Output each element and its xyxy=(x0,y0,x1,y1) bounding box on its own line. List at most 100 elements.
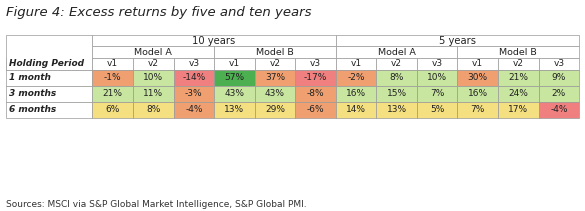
Bar xyxy=(336,35,579,46)
Text: v1: v1 xyxy=(229,59,240,68)
Text: 8%: 8% xyxy=(390,73,404,82)
Text: Figure 4: Excess returns by five and ten years: Figure 4: Excess returns by five and ten… xyxy=(6,6,311,19)
Bar xyxy=(133,58,174,70)
Bar xyxy=(174,70,214,86)
Bar xyxy=(417,86,457,102)
Text: 14%: 14% xyxy=(346,105,366,114)
Text: 43%: 43% xyxy=(225,89,245,98)
Bar xyxy=(376,102,417,118)
Text: -8%: -8% xyxy=(307,89,324,98)
Text: 2%: 2% xyxy=(552,89,566,98)
Text: -3%: -3% xyxy=(185,89,202,98)
Bar xyxy=(92,46,214,58)
Bar xyxy=(133,70,174,86)
Bar xyxy=(498,102,539,118)
Bar xyxy=(92,86,133,102)
Text: 9%: 9% xyxy=(552,73,566,82)
Text: -2%: -2% xyxy=(347,73,365,82)
Text: v3: v3 xyxy=(553,59,565,68)
Bar xyxy=(457,46,579,58)
Bar xyxy=(214,86,254,102)
Bar xyxy=(295,86,336,102)
Bar xyxy=(92,35,336,46)
Text: 8%: 8% xyxy=(146,105,160,114)
Bar xyxy=(6,70,92,86)
Bar xyxy=(254,58,295,70)
Text: 13%: 13% xyxy=(387,105,407,114)
Bar xyxy=(336,70,376,86)
Bar xyxy=(539,58,579,70)
Bar xyxy=(498,86,539,102)
Text: 17%: 17% xyxy=(508,105,528,114)
Text: 16%: 16% xyxy=(467,89,488,98)
Text: 7%: 7% xyxy=(470,105,485,114)
Bar xyxy=(174,86,214,102)
Bar xyxy=(336,86,376,102)
Bar xyxy=(214,58,254,70)
Bar xyxy=(6,86,92,102)
Bar xyxy=(498,58,539,70)
Bar xyxy=(92,102,133,118)
Text: 21%: 21% xyxy=(508,73,528,82)
Text: 10%: 10% xyxy=(143,73,163,82)
Text: v1: v1 xyxy=(350,59,362,68)
Bar xyxy=(457,86,498,102)
Text: Model A: Model A xyxy=(378,48,415,57)
Text: 10 years: 10 years xyxy=(192,36,236,46)
Text: 16%: 16% xyxy=(346,89,366,98)
Bar xyxy=(6,58,92,70)
Text: 11%: 11% xyxy=(143,89,163,98)
Text: 57%: 57% xyxy=(224,73,245,82)
Bar xyxy=(6,35,92,70)
Text: v3: v3 xyxy=(310,59,321,68)
Text: -4%: -4% xyxy=(185,105,202,114)
Text: Sources: MSCI via S&P Global Market Intelligence, S&P Global PMI.: Sources: MSCI via S&P Global Market Inte… xyxy=(6,200,307,209)
Text: 3 months: 3 months xyxy=(9,89,56,98)
Bar xyxy=(174,102,214,118)
Bar xyxy=(295,58,336,70)
Text: 30%: 30% xyxy=(467,73,488,82)
Text: -4%: -4% xyxy=(550,105,567,114)
Bar xyxy=(133,102,174,118)
Text: 24%: 24% xyxy=(508,89,528,98)
Bar xyxy=(254,86,295,102)
Bar xyxy=(295,102,336,118)
Bar xyxy=(457,102,498,118)
Bar xyxy=(539,70,579,86)
Bar xyxy=(539,86,579,102)
Bar xyxy=(417,58,457,70)
Bar xyxy=(417,70,457,86)
Bar xyxy=(254,70,295,86)
Text: 7%: 7% xyxy=(430,89,445,98)
Text: 43%: 43% xyxy=(265,89,285,98)
Text: 6%: 6% xyxy=(105,105,120,114)
Text: 37%: 37% xyxy=(265,73,285,82)
Bar xyxy=(376,86,417,102)
Bar xyxy=(336,58,376,70)
Text: -14%: -14% xyxy=(182,73,205,82)
Text: Model B: Model B xyxy=(500,48,537,57)
Bar xyxy=(92,70,133,86)
Bar xyxy=(336,46,457,58)
Bar xyxy=(457,70,498,86)
Text: Model B: Model B xyxy=(256,48,294,57)
Bar xyxy=(92,58,133,70)
Text: Holding Period: Holding Period xyxy=(9,59,84,68)
Bar xyxy=(498,70,539,86)
Text: 29%: 29% xyxy=(265,105,285,114)
Text: -17%: -17% xyxy=(304,73,327,82)
Text: -1%: -1% xyxy=(104,73,122,82)
Bar xyxy=(174,58,214,70)
Bar xyxy=(214,70,254,86)
Bar xyxy=(295,70,336,86)
Text: 5%: 5% xyxy=(430,105,445,114)
Text: v2: v2 xyxy=(270,59,280,68)
Bar xyxy=(376,70,417,86)
Text: 5 years: 5 years xyxy=(439,36,476,46)
Text: v1: v1 xyxy=(107,59,118,68)
Bar xyxy=(214,102,254,118)
Text: -6%: -6% xyxy=(307,105,324,114)
Text: v2: v2 xyxy=(391,59,402,68)
Bar xyxy=(214,46,336,58)
Bar xyxy=(457,58,498,70)
